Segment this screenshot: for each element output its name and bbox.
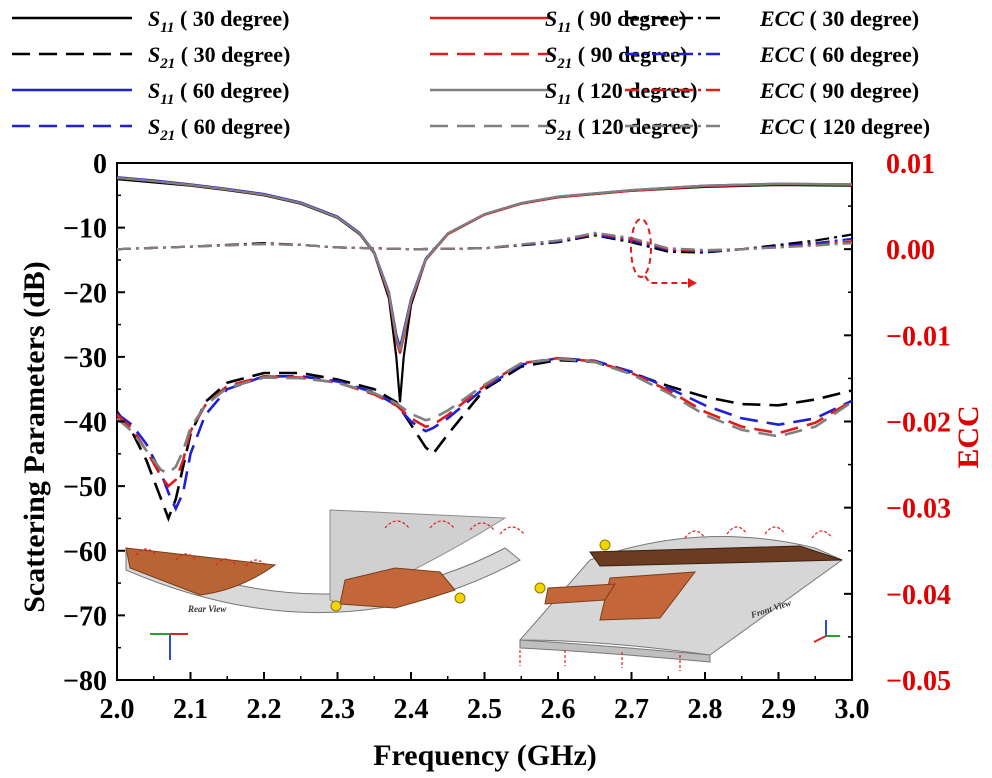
y-right-tick-label: −0.04 (886, 580, 951, 611)
y-left-tick-label: −80 (63, 666, 107, 697)
x-tick-label: 2.9 (761, 694, 796, 725)
x-tick-label: 2.8 (688, 694, 723, 725)
legend-label-ecc_60: ECC ( 60 degree) (759, 42, 919, 67)
rear-view-illustration: Rear View (125, 509, 525, 660)
y-right-tick-label: −0.01 (886, 321, 951, 352)
y-left-tick-label: −40 (63, 408, 107, 439)
y-axis-left: 0 −10 −20 −30 −40 −50 −60 −70 −80 (63, 149, 125, 697)
series-layer (115, 176, 853, 523)
series-line-ecc_120 (116, 231, 853, 252)
y-left-tick-label: −60 (63, 537, 107, 568)
y-right-tick-label: −0.03 (886, 494, 951, 525)
x-axis-title: Frequency (GHz) (373, 739, 597, 772)
ecc-axis-annotation (630, 218, 697, 288)
x-tick-label: 2.0 (100, 694, 135, 725)
y-left-tick-label: −20 (63, 278, 107, 309)
series-line-s21_90 (116, 356, 853, 488)
rear-view-label: Rear View (187, 604, 227, 614)
legend-label-s21_60: S21 ( 60 degree) (148, 114, 290, 144)
legend-label-ecc_120: ECC ( 120 degree) (759, 114, 930, 139)
legend-label-s21_120: S21 ( 120 degree) (545, 114, 698, 144)
legend-label-ecc_90: ECC ( 90 degree) (759, 78, 919, 103)
y-left-tick-label: 0 (93, 149, 107, 180)
y-right-tick-label: −0.05 (886, 666, 951, 697)
series-line-s21_60 (116, 356, 853, 512)
x-tick-label: 2.2 (247, 694, 282, 725)
legend-label-s11_90: S11 ( 90 degree) (545, 6, 687, 36)
legend-label-s21_30: S21 ( 30 degree) (148, 42, 290, 72)
legend-label-s21_90: S21 ( 90 degree) (545, 42, 687, 72)
x-tick-label: 2.3 (320, 694, 355, 725)
series-line-s11_60 (116, 176, 853, 348)
y-right-tick-label: 0.00 (886, 235, 935, 266)
x-tick-label: 2.5 (467, 694, 502, 725)
x-tick-label: 2.7 (614, 694, 649, 725)
y-right-tick-label: 0.01 (886, 149, 935, 180)
x-tick-label: 2.1 (173, 694, 208, 725)
y-left-tick-label: −10 (63, 214, 107, 245)
y-left-tick-label: −70 (63, 601, 107, 632)
front-view-illustration: Front View (518, 526, 843, 671)
y-left-tick-label: −50 (63, 472, 107, 503)
x-tick-label: 2.4 (394, 694, 429, 725)
y-axis-left-title: Scattering Parameters (dB) (18, 261, 51, 613)
rear-axes-glyph (150, 633, 188, 660)
front-axes-glyph (813, 620, 840, 643)
y-axis-right-title: ECC (952, 405, 985, 468)
legend-label-ecc_30: ECC ( 30 degree) (759, 6, 919, 31)
series-line-s11_90 (116, 176, 853, 354)
legend-label-s11_120: S11 ( 120 degree) (545, 78, 698, 108)
legend: S11 ( 30 degree) S21 ( 30 degree) S11 ( 60… (12, 6, 930, 144)
legend-label-s11_30: S11 ( 30 degree) (148, 6, 290, 36)
series-line-s21_120 (116, 357, 853, 475)
x-tick-label: 2.6 (541, 694, 576, 725)
series-line-s11_120 (116, 176, 853, 351)
y-right-tick-label: −0.02 (886, 408, 951, 439)
x-tick-label: 3.0 (835, 694, 870, 725)
series-line-s11_30 (116, 178, 853, 403)
x-axis: 2.0 2.1 2.2 2.3 2.4 2.5 2.6 2.7 2.8 2.9 3.0 (100, 672, 870, 725)
y-left-tick-label: −30 (63, 343, 107, 374)
legend-label-s11_60: S11 ( 60 degree) (148, 78, 290, 108)
y-axis-right: 0.01 0.00 −0.01 −0.02 −0.03 −0.04 −0.05 (844, 149, 951, 697)
